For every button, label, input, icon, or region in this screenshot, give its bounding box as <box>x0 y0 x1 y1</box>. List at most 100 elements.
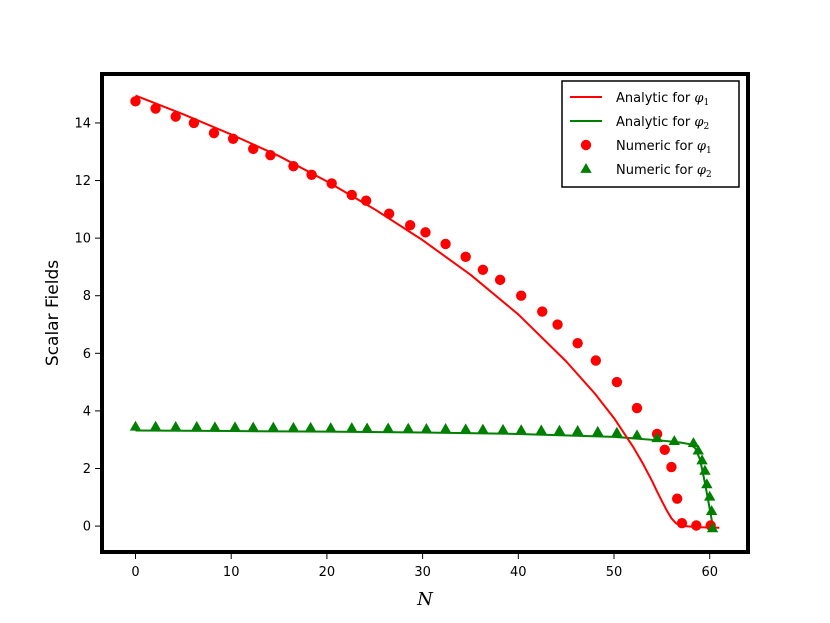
data-point <box>459 423 472 434</box>
data-point <box>671 493 683 504</box>
data-point <box>227 133 239 144</box>
legend-label-subscript: 1 <box>706 146 712 156</box>
data-point <box>287 421 300 432</box>
y-tick-label: 2 <box>83 462 91 477</box>
data-point <box>515 424 527 435</box>
data-point <box>571 425 584 435</box>
data-point <box>288 160 299 172</box>
legend-marker-swatch <box>580 139 592 151</box>
data-point <box>170 111 181 122</box>
data-point <box>248 143 259 155</box>
data-point <box>592 425 604 436</box>
series-3 <box>130 96 716 531</box>
data-point <box>611 426 623 437</box>
legend-entry: Numeric for φ2 <box>580 163 712 180</box>
data-point <box>705 505 718 516</box>
data-point <box>537 306 548 317</box>
data-point <box>553 424 566 435</box>
legend-box <box>561 80 740 188</box>
data-point <box>209 421 221 432</box>
data-point <box>404 219 416 231</box>
y-tick-label: 8 <box>83 289 91 304</box>
data-point <box>129 420 142 431</box>
data-point <box>704 490 716 501</box>
legend-entry: Numeric for φ1 <box>580 139 712 156</box>
y-tick-label: 12 <box>74 174 91 189</box>
legend-entry: Analytic for φ2 <box>570 115 709 132</box>
data-point <box>572 338 583 349</box>
data-point <box>440 238 451 250</box>
legend-label-symbol: φ <box>694 115 704 130</box>
data-point <box>515 290 527 301</box>
data-point <box>701 478 713 489</box>
y-axis-label: Scalar Fields <box>43 260 63 366</box>
data-point <box>631 429 643 440</box>
series-4 <box>129 420 719 533</box>
data-point <box>494 274 506 286</box>
data-point <box>535 424 547 435</box>
data-point <box>706 522 719 533</box>
data-point <box>208 127 220 139</box>
data-point <box>590 355 602 366</box>
y-axis-ticks: 0 2 4 6 8 10 12 14 <box>74 116 100 535</box>
data-point <box>306 169 317 180</box>
data-point <box>477 423 489 434</box>
y-tick-label: 10 <box>74 232 91 247</box>
data-point <box>229 421 241 432</box>
data-point <box>659 444 670 455</box>
x-tick-label: 50 <box>606 565 623 580</box>
data-point <box>346 189 357 201</box>
legend-label: Numeric for φ2 <box>616 163 712 180</box>
data-point <box>420 227 431 238</box>
series-2 <box>135 429 714 525</box>
data-point <box>552 319 563 330</box>
x-axis-ticks: 0 10 20 30 40 50 60 <box>131 554 718 580</box>
y-tick-label: 6 <box>83 347 91 362</box>
legend-label-symbol: φ <box>694 91 704 106</box>
data-point <box>130 96 141 107</box>
x-axis-label: N <box>416 589 434 610</box>
data-point <box>267 421 280 432</box>
data-point <box>668 435 681 446</box>
data-point <box>191 421 203 431</box>
x-tick-label: 20 <box>319 565 336 580</box>
legend-label-text: Numeric for <box>616 139 697 154</box>
data-point <box>699 464 711 475</box>
legend-label-subscript: 1 <box>704 98 710 108</box>
series-line <box>135 429 714 525</box>
data-point <box>150 103 161 114</box>
data-point <box>169 421 182 431</box>
data-point <box>346 422 358 433</box>
data-point <box>497 423 509 434</box>
data-point <box>676 518 688 529</box>
data-point <box>631 402 643 414</box>
x-tick-label: 60 <box>701 565 718 580</box>
y-tick-label: 4 <box>83 404 91 419</box>
data-point <box>360 195 372 206</box>
legend-label-text: Numeric for <box>616 163 697 178</box>
data-point <box>149 420 162 431</box>
series-layer <box>129 94 720 533</box>
legend-label-text: Analytic for <box>616 115 694 130</box>
legend-label: Analytic for φ1 <box>616 91 709 108</box>
x-tick-label: 40 <box>510 565 527 580</box>
data-point <box>188 117 200 129</box>
data-point <box>692 444 704 455</box>
data-point <box>247 421 259 432</box>
legend-label: Numeric for φ1 <box>616 139 712 156</box>
data-point <box>477 264 489 276</box>
data-point <box>687 437 700 448</box>
data-point <box>460 251 471 263</box>
legend-label-subscript: 2 <box>704 122 710 132</box>
y-tick-label: 14 <box>74 116 91 131</box>
data-point <box>383 208 395 219</box>
data-point <box>265 150 276 161</box>
data-point <box>651 432 663 443</box>
data-point <box>420 423 433 433</box>
data-point <box>696 454 708 465</box>
data-point <box>325 422 337 433</box>
data-point <box>326 178 337 189</box>
